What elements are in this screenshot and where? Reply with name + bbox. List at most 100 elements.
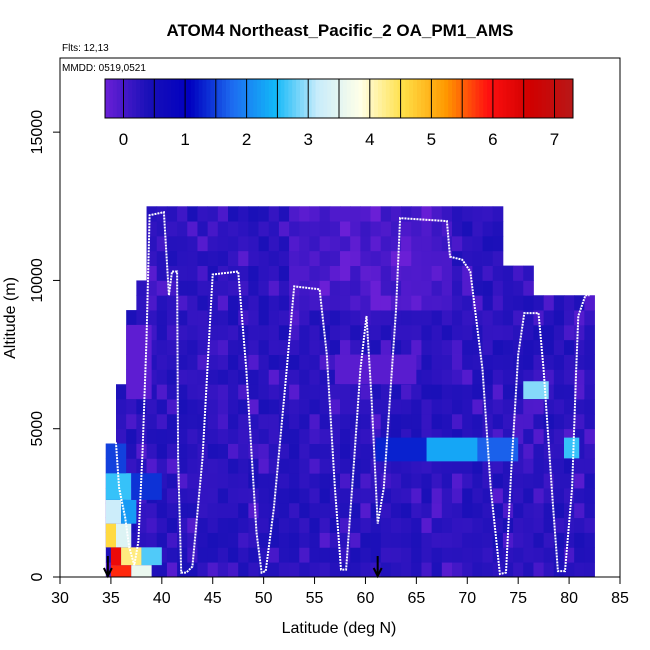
heatmap-cell: [329, 265, 341, 281]
heatmap-cell: [584, 517, 595, 533]
heatmap-cell: [462, 532, 473, 548]
heatmap-cell: [309, 310, 321, 326]
heatmap-cell: [319, 547, 331, 563]
heatmap-cell: [309, 250, 321, 266]
heatmap-cell: [309, 339, 321, 355]
heatmap-cell: [238, 562, 249, 577]
heatmap-cell: [370, 221, 382, 237]
heatmap-cell: [523, 562, 534, 577]
heatmap-cell: [319, 443, 331, 459]
heatmap-cell: [258, 265, 270, 281]
colorbar-swatch: [218, 79, 223, 118]
heatmap-cell: [431, 265, 443, 281]
colorbar-swatch: [553, 79, 558, 118]
heatmap-cell: [380, 280, 392, 296]
heatmap-cell: [278, 339, 290, 355]
heatmap-cell: [472, 502, 483, 519]
heatmap-cell: [350, 250, 361, 266]
heatmap-cell: [156, 502, 168, 519]
heatmap-cell: [523, 295, 534, 311]
heatmap-cell: [217, 384, 229, 400]
heatmap-cell: [411, 384, 422, 400]
heatmap-cell: [421, 369, 433, 385]
heatmap-cell: [492, 428, 504, 444]
heatmap-cell: [248, 265, 259, 281]
heatmap-cell: [238, 354, 249, 370]
colorbar-swatch: [483, 79, 488, 118]
x-tick-label: 80: [560, 590, 578, 607]
heatmap-cell: [299, 221, 310, 237]
heatmap-cell: [177, 295, 188, 311]
heatmap-cell: [268, 221, 280, 237]
heatmap-cell: [278, 280, 290, 296]
heatmap-cell: [533, 517, 545, 533]
heatmap-cell: [360, 473, 371, 489]
heatmap-cell: [187, 324, 198, 341]
heatmap-cell: [278, 488, 290, 504]
heatmap-cell: [482, 502, 494, 519]
heatmap-cell: [513, 473, 524, 489]
heatmap-cell: [426, 437, 478, 462]
heatmap-cell: [390, 547, 402, 563]
heatmap-cell: [390, 265, 402, 281]
heatmap-cell: [574, 384, 585, 400]
heatmap-cell: [543, 458, 555, 474]
heatmap-cell: [136, 280, 147, 296]
heatmap-cell: [299, 310, 310, 326]
heatmap-cell: [441, 221, 453, 237]
colorbar-swatch: [214, 79, 219, 118]
heatmap-cell: [340, 265, 351, 281]
colorbar-swatch: [530, 79, 535, 118]
heatmap-cell: [553, 324, 565, 341]
heatmap-cell: [411, 354, 422, 370]
heatmap-cell: [452, 235, 463, 252]
heatmap-cell: [187, 369, 198, 385]
heatmap-cell: [238, 206, 249, 222]
heatmap-cell: [309, 399, 321, 415]
heatmap-cell: [401, 532, 412, 548]
heatmap-cell: [462, 399, 473, 415]
heatmap-cell: [584, 443, 595, 459]
heatmap-cell: [258, 280, 270, 296]
heatmap-cell: [533, 502, 545, 519]
colorbar-swatch: [144, 79, 149, 118]
x-tick-label: 45: [204, 590, 222, 607]
colorbar-swatch: [370, 79, 375, 118]
colorbar-swatch: [292, 79, 297, 118]
heatmap-cell: [258, 354, 270, 370]
heatmap-cell: [278, 562, 290, 577]
heatmap-cell: [574, 562, 585, 577]
heatmap-cell: [177, 310, 188, 326]
heatmap-cell: [492, 488, 504, 504]
heatmap-cell: [340, 221, 351, 237]
heatmap-cell: [492, 473, 504, 489]
heatmap-cell: [187, 280, 198, 296]
heatmap-cell: [309, 443, 321, 459]
heatmap-cell: [248, 547, 259, 563]
heatmap-cell: [411, 206, 422, 222]
heatmap-cell: [258, 250, 270, 266]
colorbar-swatch: [237, 79, 242, 118]
heatmap-cell: [299, 458, 310, 474]
heatmap-cell: [340, 488, 351, 504]
heatmap-cell: [574, 502, 585, 519]
heatmap-cell: [380, 339, 392, 355]
heatmap-cell: [156, 458, 168, 474]
heatmap-cell: [116, 384, 127, 400]
heatmap-cell: [523, 458, 534, 474]
heatmap-cell: [411, 250, 422, 266]
heatmap-cell: [248, 206, 259, 222]
heatmap-cell: [482, 206, 494, 222]
heatmap-cell: [309, 532, 321, 548]
heatmap-cell: [340, 280, 351, 296]
heatmap-cell: [492, 502, 504, 519]
heatmap-cell: [513, 265, 524, 281]
heatmap-cell: [462, 250, 473, 266]
heatmap-cell: [492, 399, 504, 415]
heatmap-cell: [228, 458, 239, 474]
heatmap-cell: [309, 206, 321, 222]
heatmap-cell: [492, 280, 504, 296]
heatmap-cell: [177, 428, 188, 444]
heatmap-cell: [452, 295, 463, 311]
heatmap-cell: [329, 428, 341, 444]
